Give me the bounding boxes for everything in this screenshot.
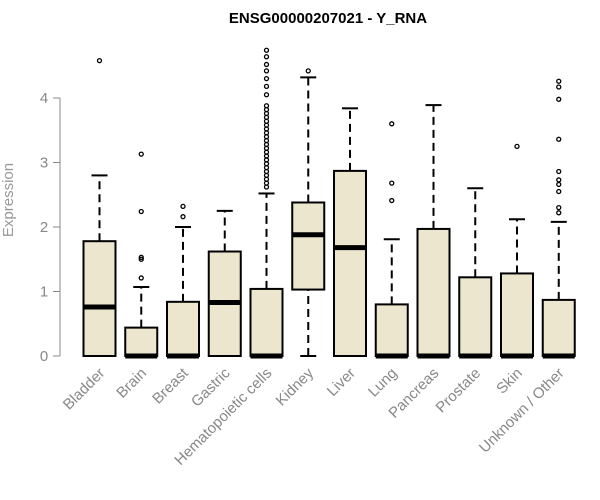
- x-tick-label: Lung: [365, 365, 401, 401]
- outlier-point: [556, 136, 562, 142]
- box-iqr: [500, 272, 534, 357]
- outlier-point: [138, 254, 144, 260]
- outlier-point: [389, 197, 395, 204]
- box-iqr: [82, 240, 117, 357]
- x-tick-label: Skin: [493, 365, 526, 398]
- y-tick-label: 1: [40, 284, 48, 301]
- outlier-point: [263, 61, 270, 68]
- x-tick-label: Prostate: [433, 365, 485, 417]
- outlier-point: [556, 181, 562, 188]
- box-prostate: [458, 187, 493, 359]
- box-pancreas: [416, 104, 451, 359]
- box-iqr: [166, 300, 200, 358]
- box-hematopoietic-cells: [249, 47, 284, 359]
- outlier-point: [556, 177, 562, 183]
- box-lung: [374, 121, 409, 359]
- box-iqr: [291, 201, 326, 291]
- outlier-point: [138, 208, 144, 215]
- outlier-point: [556, 84, 562, 90]
- outlier-point: [556, 204, 562, 211]
- outlier-point: [389, 180, 395, 186]
- y-tick-label: 3: [40, 155, 48, 172]
- outlier-point: [514, 143, 520, 150]
- box-liver: [333, 107, 367, 357]
- outlier-point: [556, 188, 562, 195]
- x-tick-label: Liver: [324, 365, 359, 400]
- outlier-point: [263, 103, 270, 109]
- outlier-point: [556, 168, 562, 175]
- y-tick-label: 2: [40, 219, 48, 236]
- outlier-point: [556, 78, 562, 84]
- box-kidney: [291, 68, 326, 357]
- outlier-point: [556, 96, 562, 102]
- outlier-point: [138, 256, 144, 262]
- box-breast: [166, 203, 200, 359]
- box-iqr: [333, 169, 367, 357]
- x-tick-label: Breast: [149, 364, 192, 407]
- box-gastric: [207, 209, 242, 357]
- box-iqr: [374, 303, 409, 357]
- outlier-point: [138, 151, 144, 157]
- box-iqr: [458, 276, 493, 357]
- outlier-point: [305, 68, 311, 74]
- box-bladder: [82, 57, 117, 357]
- box-iqr: [124, 326, 159, 357]
- box-series: [82, 47, 576, 359]
- y-axis: 0 1 2 3 4: [40, 90, 61, 365]
- outlier-point: [96, 57, 103, 64]
- outlier-point: [556, 210, 562, 216]
- box-iqr: [249, 287, 284, 358]
- box-unknown-other: [541, 78, 576, 359]
- box-skin: [500, 143, 534, 359]
- outlier-point: [263, 68, 270, 74]
- outlier-point: [263, 76, 270, 82]
- x-tick-label: Bladder: [60, 365, 109, 414]
- box-brain: [124, 151, 159, 359]
- outlier-point: [263, 92, 270, 98]
- outlier-point: [263, 47, 270, 53]
- outlier-point: [180, 214, 186, 220]
- x-tick-label: Brain: [113, 365, 150, 402]
- y-tick-label: 0: [40, 348, 48, 365]
- outlier-point: [138, 275, 144, 281]
- outlier-point: [180, 203, 186, 210]
- x-tick-label: Kidney: [273, 364, 318, 409]
- outlier-point: [263, 83, 270, 90]
- outlier-point: [389, 121, 395, 127]
- outlier-point: [263, 54, 270, 60]
- chart-title: ENSG00000207021 - Y_RNA: [229, 10, 427, 27]
- y-tick-label: 4: [40, 90, 48, 107]
- y-axis-label: Expression: [0, 163, 17, 237]
- box-iqr: [541, 298, 576, 358]
- box-iqr: [416, 227, 451, 357]
